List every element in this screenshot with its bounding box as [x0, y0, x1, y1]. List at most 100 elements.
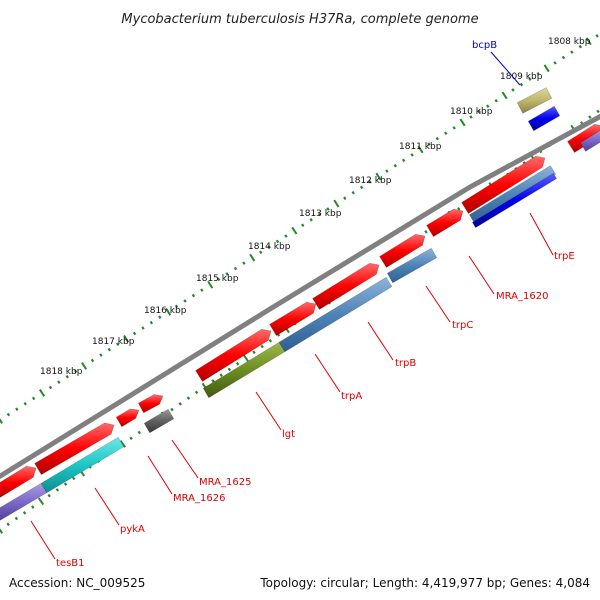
outer-ruler-major-tick: [459, 118, 466, 127]
hit-slateblue-edge[interactable]: [579, 130, 600, 152]
ruler-outer: [0, 34, 599, 424]
outer-ruler-major-tick: [0, 418, 4, 424]
label-leader-line: [468, 255, 495, 295]
outer-ruler-major-tick: [375, 172, 382, 181]
gene-label-trpB[interactable]: trpB: [395, 358, 416, 369]
inner-ruler-major-tick: [242, 354, 249, 362]
hit-blue-trpE[interactable]: [471, 172, 558, 229]
outer-ruler-dot: [351, 190, 355, 195]
inner-ruler-dot: [252, 350, 256, 355]
outer-ruler-dot: [469, 115, 473, 119]
inner-ruler-dot: [186, 396, 191, 400]
outer-ruler-dot: [259, 250, 263, 255]
inner-ruler-dot: [178, 402, 182, 406]
inner-ruler-dot: [22, 511, 27, 515]
gene-label-trpC[interactable]: trpC: [452, 320, 473, 331]
outer-ruler-dot: [401, 158, 406, 163]
outer-ruler-dot: [444, 131, 448, 136]
outer-ruler-dot: [116, 342, 120, 347]
label-leader-line: [255, 391, 282, 431]
features: [0, 87, 600, 521]
outer-ruler-major-tick: [585, 37, 592, 46]
outer-ruler-dot: [326, 207, 330, 211]
tick-label: 1811 kbp: [399, 142, 442, 152]
outer-ruler-dot: [393, 163, 397, 168]
outer-ruler-dot: [410, 153, 414, 157]
cds-trpE[interactable]: [461, 155, 546, 214]
label-lines: [30, 51, 554, 560]
cds-MRA_1625[interactable]: [137, 394, 164, 414]
gene-label-trpE[interactable]: trpE: [554, 251, 575, 262]
outer-ruler-dot: [267, 245, 271, 249]
hit-gray[interactable]: [143, 408, 175, 434]
inner-ruler-dot: [63, 482, 68, 486]
inner-ruler-dot: [235, 361, 240, 366]
map-title: Mycobacterium tuberculosis H37Ra, comple…: [121, 12, 478, 27]
outer-ruler-major-tick: [123, 334, 130, 343]
outer-ruler-dot: [242, 261, 246, 265]
label-leader-line: [367, 321, 394, 361]
outer-ruler-dot: [200, 288, 204, 292]
cds-MRA_1620[interactable]: [426, 208, 464, 238]
cds-trpB[interactable]: [312, 262, 380, 310]
gene-label-tesB1[interactable]: tesB1: [56, 558, 85, 569]
outer-ruler-major-tick: [81, 361, 88, 370]
gene-label-bcpB[interactable]: bcpB: [472, 40, 497, 51]
hit-steelblue-trpB[interactable]: [278, 276, 393, 353]
inner-ruler-dot: [47, 493, 51, 498]
inner-ruler-dot: [457, 207, 461, 211]
inner-ruler-dot: [170, 407, 174, 412]
outer-ruler-dot: [528, 77, 532, 81]
outer-ruler-dot: [90, 358, 95, 363]
genome-summary-text: Topology: circular; Length: 4,419,977 bp…: [260, 576, 590, 590]
outer-ruler-dot: [536, 71, 540, 76]
hit-steelblue-trpE[interactable]: [468, 165, 557, 224]
outer-ruler-dot: [511, 88, 515, 92]
cds-MRA_1626[interactable]: [115, 408, 140, 428]
hit-cyan[interactable]: [40, 436, 125, 494]
inner-ruler-dot: [194, 390, 199, 395]
hit-khaki-bcpB[interactable]: [516, 87, 553, 114]
cds-bcpB-neighbor[interactable]: [567, 123, 600, 153]
outer-ruler-dot: [191, 293, 196, 298]
hit-olive[interactable]: [202, 341, 286, 399]
gene-label-trpA[interactable]: trpA: [341, 391, 362, 402]
outer-ruler-dot: [595, 34, 599, 38]
cds-pykA[interactable]: [34, 422, 115, 476]
tick-label: 1808 kbp: [548, 37, 591, 47]
inner-ruler-major-tick: [119, 440, 126, 448]
outer-ruler-dot: [553, 61, 557, 65]
tick-label: 1812 kbp: [349, 176, 392, 186]
gene-label-MRA_1625[interactable]: MRA_1625: [199, 477, 251, 488]
accession-text: Accession: NC_009525: [9, 576, 146, 590]
outer-ruler-dot: [225, 272, 229, 276]
label-leader-line: [94, 487, 120, 526]
label-leader-line: [490, 51, 521, 86]
tick-label: 1813 kbp: [299, 209, 342, 219]
outer-ruler-major-tick: [291, 226, 298, 235]
outer-ruler-dot: [359, 185, 364, 190]
outer-ruler-dot: [477, 109, 482, 114]
outer-ruler-dot: [309, 218, 313, 222]
outer-ruler-dot: [561, 55, 566, 60]
gene-label-MRA_1620[interactable]: MRA_1620: [496, 291, 548, 302]
cds-trpC[interactable]: [379, 233, 426, 268]
gene-label-lgt[interactable]: lgt: [282, 429, 295, 440]
tick-label: 1809 kbp: [500, 72, 543, 82]
inner-ruler-dot: [72, 476, 76, 481]
outer-ruler-dot: [23, 401, 27, 406]
gene-label-pykA[interactable]: pykA: [120, 524, 145, 535]
cds-tesB1[interactable]: [0, 465, 37, 498]
cds-lgt[interactable]: [195, 328, 272, 382]
cds-trpA[interactable]: [269, 301, 317, 337]
outer-ruler-dot: [15, 407, 19, 411]
gene-label-MRA_1626[interactable]: MRA_1626: [173, 493, 225, 504]
hit-blue-bcpB[interactable]: [527, 105, 561, 132]
outer-ruler-dot: [6, 412, 11, 417]
outer-ruler-dot: [368, 180, 372, 184]
outer-ruler-dot: [284, 234, 288, 238]
hit-steelblue-trpC[interactable]: [386, 247, 438, 284]
tick-label: 1810 kbp: [450, 107, 493, 117]
tick-label: 1814 kbp: [248, 242, 291, 252]
